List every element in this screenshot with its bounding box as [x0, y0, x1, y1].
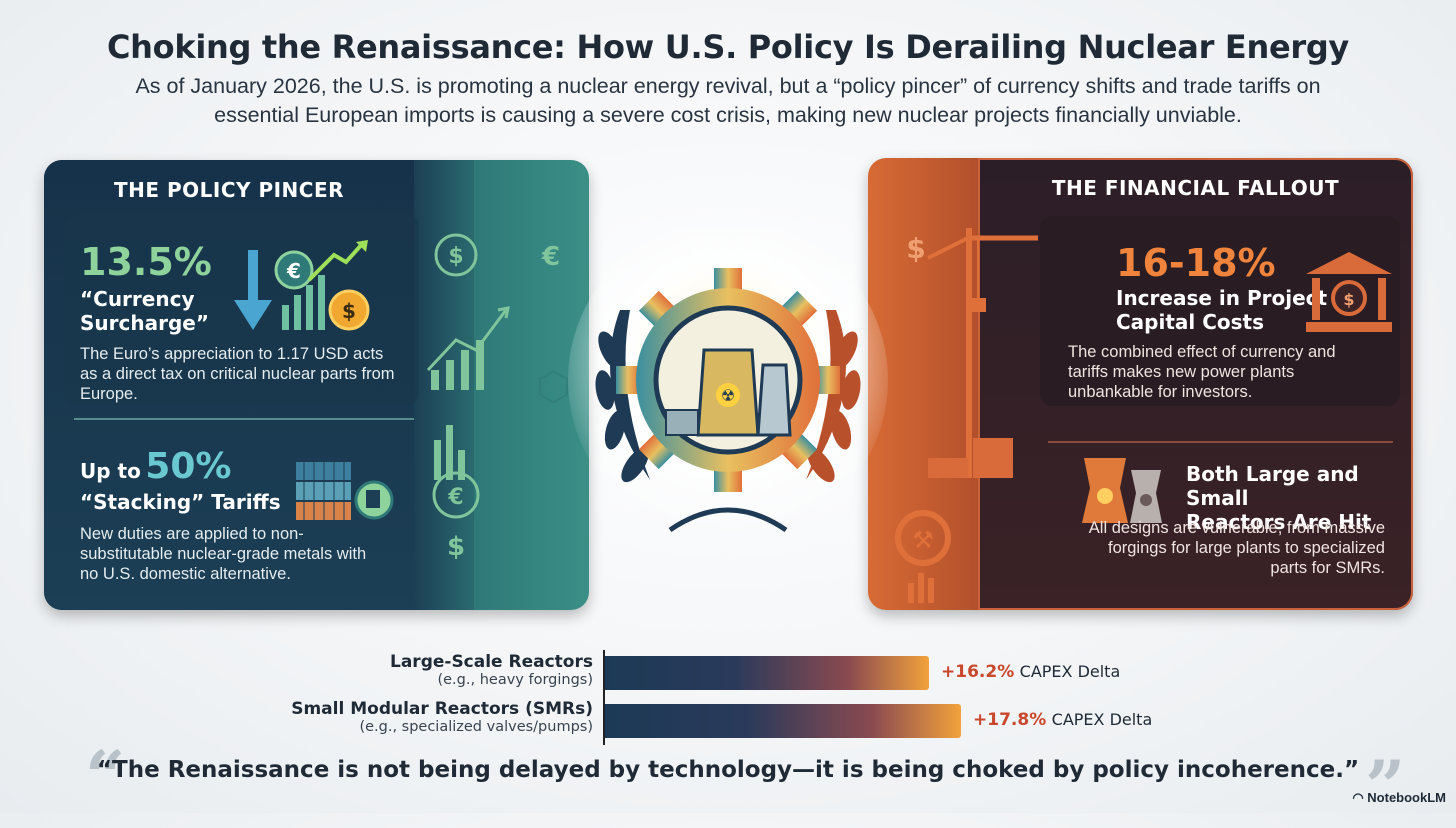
- svg-text:€: €: [447, 485, 463, 510]
- industry-side-icons: $ ⚒: [895, 228, 1038, 603]
- currency-surcharge-label-2: Surcharge”: [80, 311, 209, 335]
- shipping-container-icon: [296, 462, 394, 520]
- brand-icon: ◠: [1352, 790, 1368, 805]
- svg-text:$: $: [447, 532, 465, 562]
- reactors-hit-label-2: Reactors Are Hit: [1186, 510, 1372, 534]
- right-divider: [1048, 441, 1393, 443]
- currency-surcharge-label-1: “Currency: [80, 287, 195, 311]
- page-subtitle: As of January 2026, the U.S. is promotin…: [135, 74, 1321, 127]
- reactors-hit-label-1: Both Large and Small: [1186, 462, 1359, 510]
- financial-fallout-panel: $ ⚒ THE FINANCIAL FALLOUT 16-18% Increas…: [868, 158, 1413, 610]
- chart-axis: [603, 650, 605, 745]
- page-title: Choking the Renaissance: How U.S. Policy…: [107, 28, 1349, 66]
- currency-decline-icon: € $: [234, 240, 370, 331]
- reactors-hit-description: All designs are vulnerable, from massive…: [1088, 519, 1385, 577]
- bar-category-smr: Small Modular Reactors (SMRs): [291, 699, 593, 719]
- financial-fallout-heading: THE FINANCIAL FALLOUT: [1051, 176, 1340, 200]
- capital-costs-label-1: Increase in Project: [1116, 286, 1328, 310]
- capital-costs-description: The combined effect of currency and tari…: [1068, 343, 1336, 401]
- bar-note-large: (e.g., heavy forgings): [437, 672, 593, 688]
- closing-quote: “The Renaissance is not being delayed by…: [96, 757, 1360, 783]
- nuclear-gear-emblem: ☢: [568, 230, 888, 540]
- tariff-label: “Stacking” Tariffs: [80, 490, 281, 514]
- capital-costs-value: 16-18%: [1116, 241, 1276, 285]
- finance-side-icons: $ € € ⬡ $: [426, 233, 571, 562]
- svg-text:€: €: [541, 242, 560, 272]
- bar-value-smr: +17.8% CAPEX Delta: [973, 710, 1153, 730]
- bar-note-smr: (e.g., specialized valves/pumps): [359, 719, 593, 735]
- bar-smr: [605, 704, 961, 738]
- svg-text:$: $: [342, 299, 356, 323]
- left-divider: [74, 418, 414, 420]
- bar-category-large: Large-Scale Reactors: [390, 652, 593, 672]
- svg-text:$: $: [906, 232, 925, 265]
- policy-pincer-panel: $ € € ⬡ $ THE POLICY PINCER 13.5% “Curre…: [44, 160, 589, 610]
- currency-surcharge-description: The Euro’s appreciation to 1.17 USD acts…: [80, 345, 395, 403]
- svg-text:$: $: [448, 244, 463, 269]
- svg-text:$: $: [1343, 290, 1354, 309]
- currency-surcharge-value: 13.5%: [80, 240, 212, 284]
- svg-text:€: €: [286, 259, 301, 283]
- bar-large-scale: [605, 656, 929, 690]
- svg-text:☢: ☢: [721, 386, 735, 405]
- reactors-icon: [1082, 458, 1162, 523]
- policy-pincer-heading: THE POLICY PINCER: [113, 178, 345, 202]
- svg-text:⬡: ⬡: [536, 364, 571, 410]
- brand-logo: ◠ NotebookLM: [1352, 790, 1446, 805]
- tariff-value: 50%: [145, 446, 232, 487]
- open-quote-icon: “: [85, 735, 126, 818]
- svg-text:⚒: ⚒: [912, 526, 934, 554]
- bar-value-large: +16.2% CAPEX Delta: [941, 662, 1121, 682]
- tariff-prefix: Up to: [80, 459, 141, 483]
- bank-icon: $: [1306, 252, 1392, 332]
- capital-costs-label-2: Capital Costs: [1116, 310, 1265, 334]
- tariff-description: New duties are applied to non-substituta…: [80, 525, 367, 583]
